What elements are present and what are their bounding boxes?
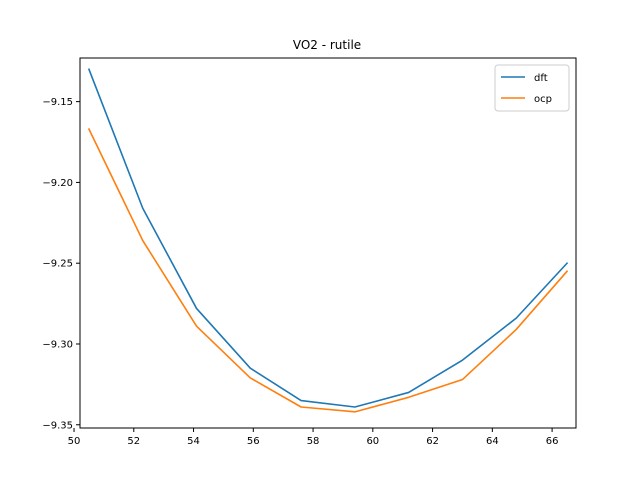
legend: dft ocp [494,64,570,112]
x-tick-label: 54 [187,436,200,447]
legend-label-ocp: ocp [534,94,552,105]
x-tick-label: 64 [486,436,499,447]
x-tick-label: 52 [127,436,140,447]
x-tick-label: 50 [68,436,81,447]
x-tick-label: 60 [366,436,379,447]
y-axis: −9.35 −9.30 −9.25 −9.20 −9.15 [42,97,80,431]
x-tick-label: 58 [307,436,320,447]
x-tick-label: 56 [247,436,260,447]
y-tick-label: −9.15 [42,97,73,108]
x-tick-label: 66 [546,436,559,447]
x-tick-label: 62 [426,436,439,447]
y-tick-label: −9.30 [42,339,73,350]
y-tick-label: −9.20 [42,178,73,189]
y-tick-label: −9.35 [42,420,73,431]
legend-label-dft: dft [534,73,548,84]
series-line-dft [87,68,569,408]
x-axis: 50 52 54 56 58 60 62 64 66 [68,428,559,447]
y-tick-label: −9.25 [42,259,73,270]
series-line-ocp [87,128,569,413]
series-lines [87,68,569,413]
chart-title: VO2 - rutile [293,38,361,52]
legend-box [494,64,570,112]
plot-frame [79,57,577,429]
